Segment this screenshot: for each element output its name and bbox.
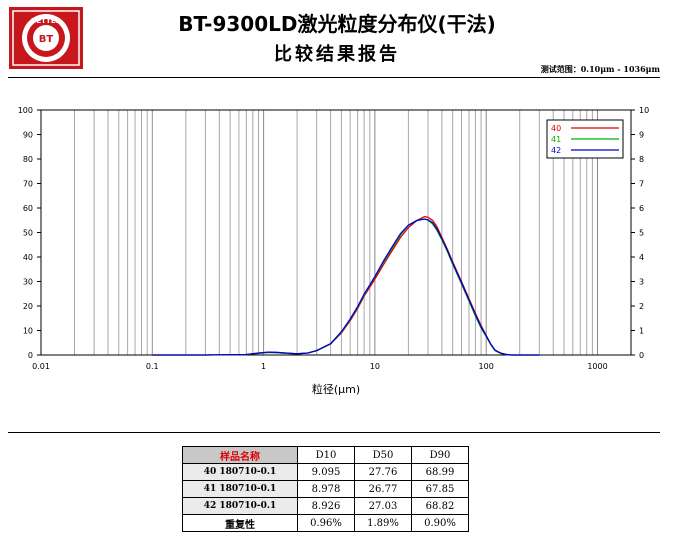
d50-value: 27.03 bbox=[354, 497, 412, 515]
y-tick-label-left: 80 bbox=[23, 155, 33, 164]
d90-value: 67.85 bbox=[411, 480, 469, 498]
header-sample-name: 样品名称 bbox=[182, 446, 298, 464]
d10-repeatability: 0.96% bbox=[297, 514, 355, 532]
better-logo-icon: BETTER BT bbox=[9, 7, 83, 69]
y-tick-label-right: 1 bbox=[639, 327, 644, 336]
y-tick-label-right: 2 bbox=[639, 302, 644, 311]
header-d10: D10 bbox=[297, 446, 355, 464]
x-tick-label: 1 bbox=[261, 362, 266, 371]
table-header-row: 样品名称 D10 D50 D90 bbox=[182, 446, 469, 464]
y-tick-label-right: 7 bbox=[639, 180, 644, 189]
y-tick-label-right: 5 bbox=[639, 229, 644, 238]
header-d50: D50 bbox=[354, 446, 412, 464]
y-tick-label-left: 50 bbox=[23, 229, 33, 238]
header-divider bbox=[8, 77, 660, 78]
sample-name: 42 180710-0.1 bbox=[182, 497, 298, 515]
d10-value: 9.095 bbox=[297, 463, 355, 481]
report-subtitle: 比较结果报告 bbox=[274, 44, 400, 65]
y-tick-label-left: 100 bbox=[18, 106, 33, 115]
d50-value: 26.77 bbox=[354, 480, 412, 498]
y-tick-label-right: 8 bbox=[639, 155, 644, 164]
sample-name: 40 180710-0.1 bbox=[182, 463, 298, 481]
table-row: 41 180710-0.1 8.978 26.77 67.85 bbox=[182, 480, 469, 498]
d10-value: 8.926 bbox=[297, 497, 355, 515]
d90-value: 68.99 bbox=[411, 463, 469, 481]
table-row: 42 180710-0.1 8.926 27.03 68.82 bbox=[182, 497, 469, 515]
logo-text: BETTER bbox=[31, 17, 62, 25]
table-divider bbox=[8, 432, 660, 433]
repeatability-row: 重复性 0.96% 1.89% 0.90% bbox=[182, 514, 469, 532]
page-title: BT-9300LD激光粒度分布仪(干法) bbox=[178, 12, 496, 36]
y-tick-label-right: 6 bbox=[639, 204, 644, 213]
x-axis-label: 粒径(μm) bbox=[312, 382, 360, 396]
measurement-range: 测试范围：0.10μm - 1036μm bbox=[540, 64, 660, 74]
header-d90: D90 bbox=[411, 446, 469, 464]
y-tick-label-left: 90 bbox=[23, 131, 33, 140]
y-tick-label-right: 3 bbox=[639, 278, 644, 287]
x-tick-label: 0.01 bbox=[32, 362, 50, 371]
results-table: 样品名称 D10 D50 D90 40 180710-0.1 9.095 27.… bbox=[182, 446, 469, 532]
repeatability-label: 重复性 bbox=[182, 514, 298, 532]
x-tick-label: 10 bbox=[370, 362, 380, 371]
y-tick-label-left: 0 bbox=[28, 351, 33, 360]
sample-name: 41 180710-0.1 bbox=[182, 480, 298, 498]
series-line-42 bbox=[152, 218, 540, 356]
x-tick-label: 100 bbox=[479, 362, 494, 371]
legend-label-42: 42 bbox=[551, 146, 561, 155]
y-tick-label-left: 40 bbox=[23, 253, 33, 262]
logo-mark: BT bbox=[39, 34, 54, 45]
d90-value: 68.82 bbox=[411, 497, 469, 515]
d10-value: 8.978 bbox=[297, 480, 355, 498]
d90-repeatability: 0.90% bbox=[411, 514, 469, 532]
y-tick-label-left: 70 bbox=[23, 180, 33, 189]
x-tick-label: 0.1 bbox=[146, 362, 159, 371]
y-tick-label-left: 20 bbox=[23, 302, 33, 311]
y-tick-label-left: 10 bbox=[23, 327, 33, 336]
table-row: 40 180710-0.1 9.095 27.76 68.99 bbox=[182, 463, 469, 481]
y-tick-label-left: 60 bbox=[23, 204, 33, 213]
d50-value: 27.76 bbox=[354, 463, 412, 481]
y-tick-label-right: 4 bbox=[639, 253, 644, 262]
y-tick-label-right: 0 bbox=[639, 351, 644, 360]
legend-label-40: 40 bbox=[551, 124, 561, 133]
y-tick-label-left: 30 bbox=[23, 278, 33, 287]
legend-label-41: 41 bbox=[551, 135, 561, 144]
y-tick-label-right: 10 bbox=[639, 106, 649, 115]
x-tick-label: 1000 bbox=[587, 362, 607, 371]
plot-frame bbox=[40, 109, 632, 356]
d50-repeatability: 1.89% bbox=[354, 514, 412, 532]
y-tick-label-right: 9 bbox=[639, 131, 644, 140]
